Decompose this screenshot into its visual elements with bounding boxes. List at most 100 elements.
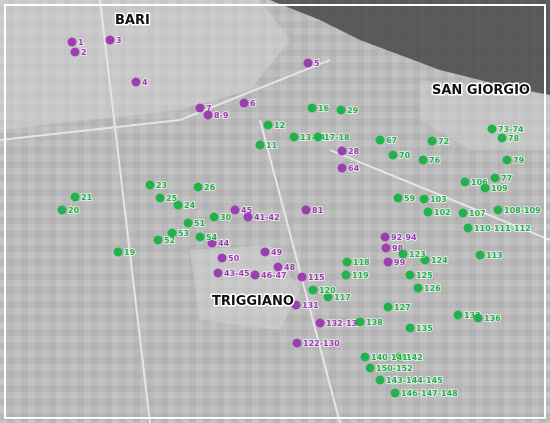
- point-label: 51: [194, 219, 206, 228]
- map-point: [301, 205, 311, 215]
- map-point: [487, 124, 497, 134]
- point-label: 2: [81, 48, 87, 57]
- point-label: 127: [394, 303, 411, 312]
- point-label: 26: [204, 183, 216, 192]
- map-point: [291, 300, 301, 310]
- map-point: [167, 228, 177, 238]
- point-label: 133: [464, 311, 481, 320]
- map-point: [405, 323, 415, 333]
- point-label: 24: [184, 201, 196, 210]
- map-point: [323, 292, 333, 302]
- map-point: [155, 193, 165, 203]
- map-point: [360, 352, 370, 362]
- map-point: [341, 270, 351, 280]
- map-point: [173, 200, 183, 210]
- map-point: [375, 135, 385, 145]
- point-label: 136: [484, 314, 501, 323]
- map-point: [308, 285, 318, 295]
- map-point: [213, 268, 223, 278]
- map-point: [395, 352, 405, 362]
- place-label: SAN GIORGIO: [432, 83, 530, 98]
- map-point: [113, 247, 123, 257]
- point-label: 4: [142, 78, 148, 87]
- map-point: [336, 105, 346, 115]
- map-point: [289, 132, 299, 142]
- map-point: [303, 58, 313, 68]
- map-point: [250, 270, 260, 280]
- map-point: [420, 255, 430, 265]
- point-label: 138: [366, 318, 383, 327]
- point-label: 122-130: [303, 339, 340, 348]
- point-label: 45: [241, 206, 253, 215]
- point-label: 50: [228, 254, 240, 263]
- map-point: [131, 77, 141, 87]
- point-label: 72: [438, 137, 449, 146]
- urban-area: [190, 245, 300, 330]
- point-label: 3: [116, 36, 122, 45]
- map-point: [297, 272, 307, 282]
- map-point: [70, 47, 80, 57]
- map-point: [203, 110, 213, 120]
- point-label: 106: [471, 178, 488, 187]
- map-point: [480, 183, 490, 193]
- point-label: 20: [68, 206, 80, 215]
- point-label: 73-74: [498, 125, 524, 134]
- point-label: 7: [206, 104, 212, 113]
- map-point: [427, 136, 437, 146]
- point-label: 13-14: [300, 133, 326, 142]
- point-label: 113: [486, 251, 503, 260]
- point-label: 131: [302, 301, 319, 310]
- map-point: [497, 133, 507, 143]
- urban-area: [0, 0, 290, 130]
- point-label: 110-111-112: [474, 224, 531, 233]
- map-point: [67, 37, 77, 47]
- point-label: 120: [319, 286, 336, 295]
- point-label: 135: [416, 324, 433, 333]
- map-point: [207, 238, 217, 248]
- point-label: 52: [164, 236, 175, 245]
- point-label: 11: [266, 141, 278, 150]
- point-label: 103: [430, 195, 447, 204]
- point-label: 76: [429, 156, 441, 165]
- point-label: 12: [274, 121, 285, 130]
- point-label: 140-141: [371, 353, 408, 362]
- map-point: [398, 249, 408, 259]
- point-label: 19: [124, 248, 136, 257]
- map-point: [337, 146, 347, 156]
- point-label: 46-47: [261, 271, 287, 280]
- point-label: 142: [406, 353, 423, 362]
- point-label: 123: [409, 250, 426, 259]
- map-point: [273, 262, 283, 272]
- point-label: 77: [501, 174, 512, 183]
- point-label: 16: [318, 104, 330, 113]
- map-point: [383, 302, 393, 312]
- point-label: 79: [513, 156, 525, 165]
- point-label: 43-45: [224, 269, 250, 278]
- point-label: 118: [353, 258, 370, 267]
- map-point: [230, 205, 240, 215]
- point-label: 132-133: [326, 319, 363, 328]
- map-point: [490, 173, 500, 183]
- point-label: 146-147-148: [401, 389, 458, 398]
- point-label: 92-94: [391, 233, 417, 242]
- point-label: 5: [314, 59, 320, 68]
- point-label: 8-9: [214, 111, 229, 120]
- point-label: 29: [347, 106, 359, 115]
- point-label: 44: [218, 239, 230, 248]
- map-point: [292, 338, 302, 348]
- point-label: 125: [416, 271, 433, 280]
- point-label: 78: [508, 134, 520, 143]
- map-point: [70, 192, 80, 202]
- place-label: TRIGGIANO: [212, 294, 294, 309]
- point-label: 126: [424, 284, 441, 293]
- map-point: [423, 207, 433, 217]
- point-label: 143-144-145: [386, 376, 443, 385]
- point-label: 6: [250, 99, 256, 108]
- map-point: [145, 180, 155, 190]
- map-point: [475, 250, 485, 260]
- point-label: 99: [394, 258, 406, 267]
- map-point: [365, 363, 375, 373]
